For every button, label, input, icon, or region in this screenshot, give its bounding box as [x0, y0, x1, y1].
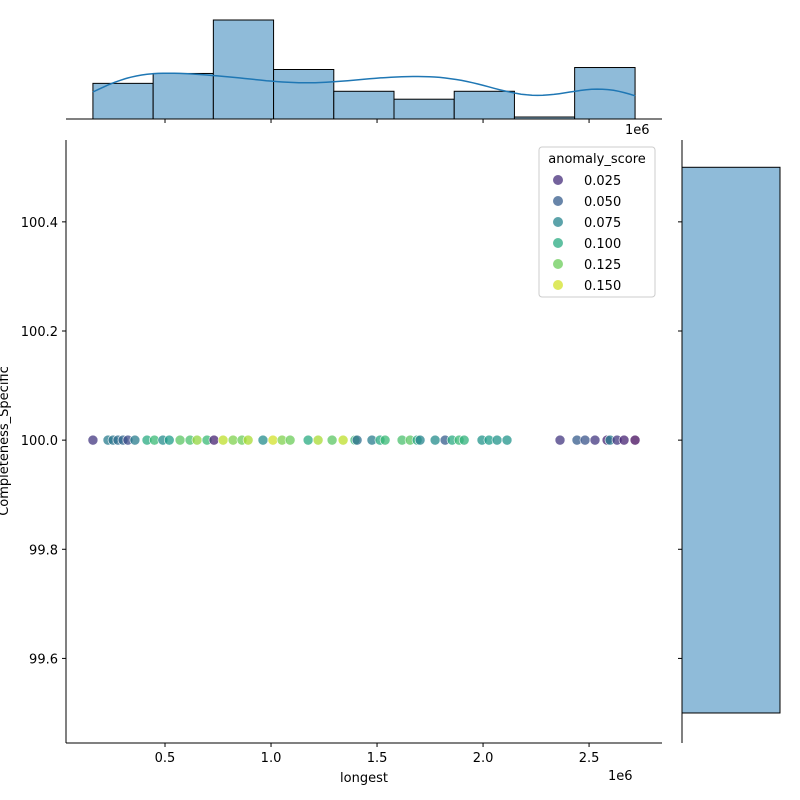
top-x-offset-label: 1e6 — [625, 123, 650, 138]
scatter-point — [501, 434, 513, 446]
scatter-point — [87, 434, 99, 446]
x-axis-label: longest — [340, 771, 388, 786]
scatter-point — [589, 434, 601, 446]
x-offset-label: 1e6 — [608, 769, 633, 784]
x-histogram-bar — [92, 82, 154, 120]
scatter-point — [302, 434, 314, 446]
right-marginal-histogram — [678, 140, 781, 743]
x-histogram-bar — [152, 72, 214, 120]
scatter-point — [554, 434, 566, 446]
scatter-point — [379, 434, 391, 446]
legend-label: 0.050 — [584, 195, 621, 210]
legend-title: anomaly_score — [548, 152, 646, 167]
scatter-point — [414, 434, 426, 446]
scatter-point — [629, 434, 641, 446]
legend-label: 0.125 — [584, 258, 621, 273]
x-tick-label: 2.0 — [473, 751, 494, 766]
legend-marker — [553, 259, 563, 269]
y-histogram-bar — [681, 166, 781, 714]
y-tick-label: 100.4 — [21, 216, 58, 231]
legend-marker — [553, 217, 563, 227]
scatter-point — [351, 434, 363, 446]
y-axis-label: Completeness_Specific — [0, 366, 12, 516]
y-tick-label: 100.2 — [21, 325, 58, 340]
legend-label: 0.150 — [584, 279, 621, 294]
x-tick-label: 0.5 — [155, 751, 176, 766]
scatter-point — [217, 434, 229, 446]
scatter-point — [208, 434, 220, 446]
scatter-point — [429, 434, 441, 446]
scatter-point — [337, 434, 349, 446]
y-tick-label: 99.8 — [29, 543, 58, 558]
scatter-point — [257, 434, 269, 446]
kde-curve — [92, 72, 636, 97]
scatter-point — [312, 434, 324, 446]
scatter-point — [191, 434, 203, 446]
legend-label: 0.025 — [584, 174, 621, 189]
x-histogram-bar — [212, 19, 275, 120]
main-scatter-axes: 0.5 1.0 1.5 2.0 2.5 99.6 99.8 100.0 100.2 100.4 — [21, 140, 662, 766]
x-histogram-bar — [393, 98, 455, 120]
y-tick-label: 100.0 — [21, 434, 58, 449]
scatter-point — [174, 434, 186, 446]
scatter-point — [284, 434, 296, 446]
y-tick-label: 99.6 — [29, 652, 58, 667]
legend-marker — [553, 175, 563, 185]
x-histogram-bar — [333, 90, 395, 120]
scatter-point — [491, 434, 503, 446]
scatter-point — [458, 434, 470, 446]
scatter-point — [267, 434, 279, 446]
scatter-point — [129, 434, 141, 446]
legend-label: 0.100 — [584, 237, 621, 252]
legend-marker — [553, 280, 563, 290]
legend-marker — [553, 238, 563, 248]
top-marginal-histogram — [66, 19, 662, 123]
x-histogram-bar — [453, 90, 515, 120]
scatter-point — [326, 434, 338, 446]
legend-marker — [553, 196, 563, 206]
x-tick-label: 1.0 — [261, 751, 282, 766]
scatter-point — [242, 434, 254, 446]
scatter-point — [163, 434, 175, 446]
scatter-point — [227, 434, 239, 446]
x-tick-label: 2.5 — [579, 751, 600, 766]
x-tick-label: 1.5 — [367, 751, 388, 766]
scatter-point — [579, 434, 591, 446]
x-histogram-bar — [273, 69, 335, 120]
legend: anomaly_score 0.025 0.050 0.075 0.100 0.125 0… — [538, 146, 656, 298]
legend-label: 0.075 — [584, 216, 621, 231]
scatter-point — [618, 434, 630, 446]
